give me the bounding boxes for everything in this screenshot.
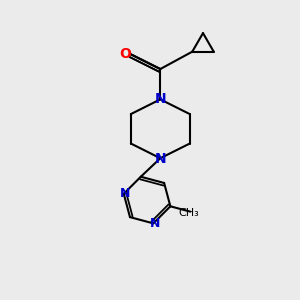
Text: N: N [154, 152, 166, 166]
Text: N: N [150, 217, 160, 230]
Text: N: N [154, 92, 166, 106]
Text: CH₃: CH₃ [178, 208, 199, 218]
Text: O: O [120, 47, 131, 61]
Text: N: N [120, 187, 131, 200]
